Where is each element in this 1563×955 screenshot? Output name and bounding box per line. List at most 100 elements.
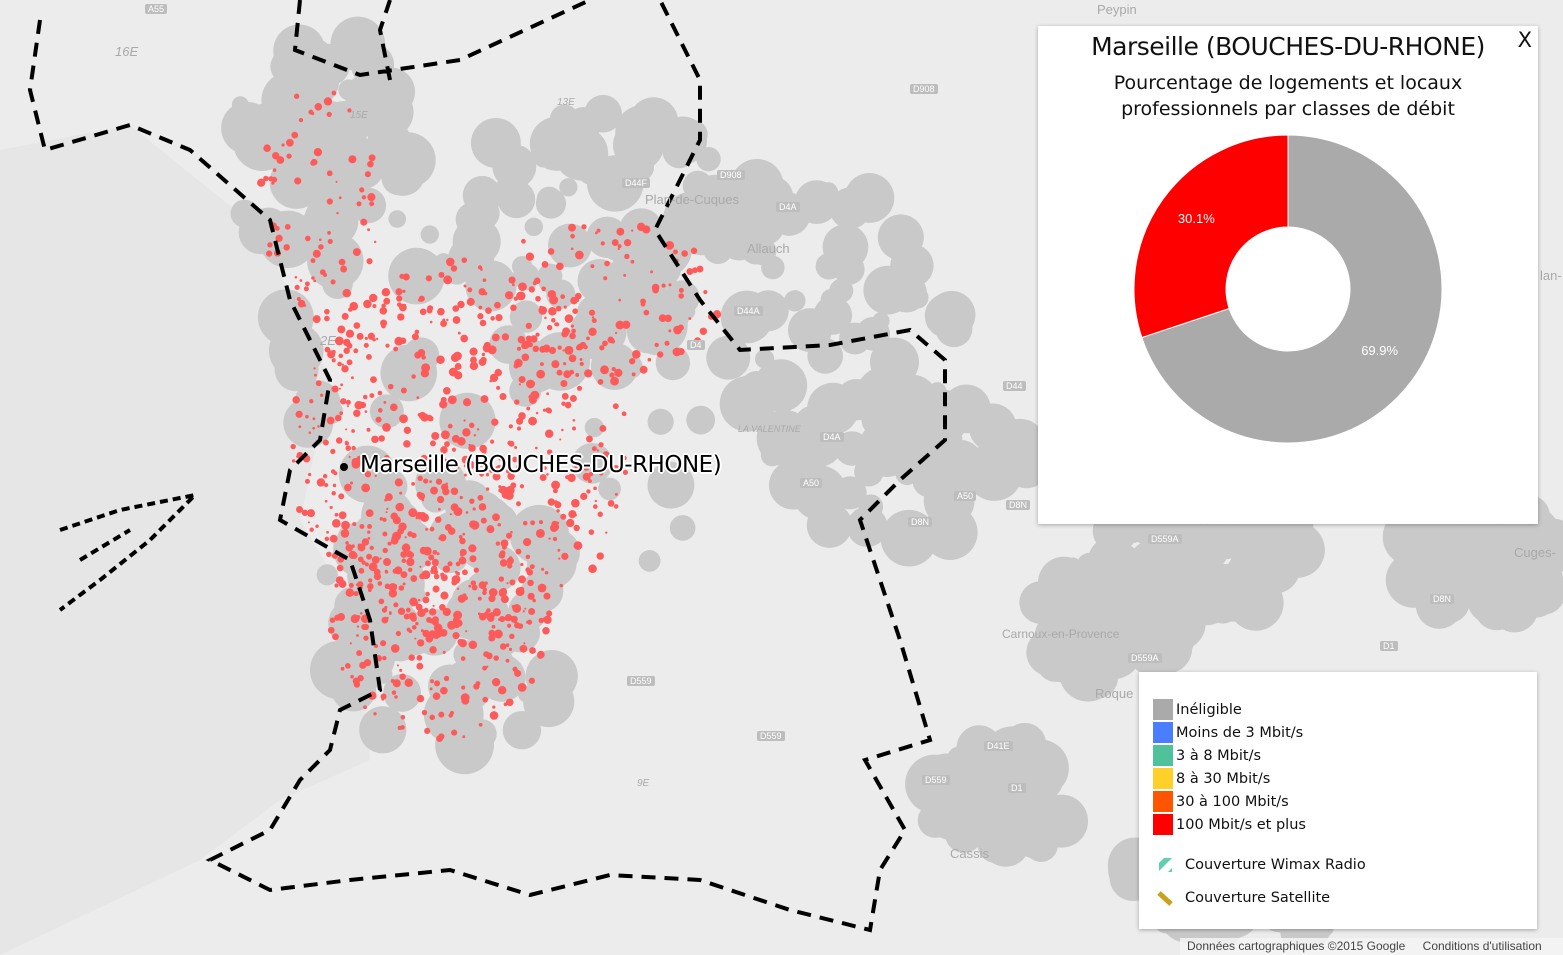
eligible-dot [559,583,563,588]
eligible-dot [335,180,338,183]
eligible-dot [488,595,496,603]
eligible-dot [594,231,598,235]
eligible-dot [456,587,460,590]
road-label: D559A [1148,534,1182,544]
eligible-dot [421,363,431,373]
eligible-dot [345,329,355,338]
eligible-dot [461,257,468,264]
eligible-dot [499,643,507,650]
eligible-dot [338,493,345,500]
eligible-dot [358,567,365,574]
eligible-dot [398,585,405,591]
eligible-dot [568,223,576,232]
eligible-dot [551,318,556,323]
eligible-dot [397,313,405,321]
eligible-dot [668,329,672,333]
eligible-dot [459,495,463,500]
eligible-dot [431,431,440,440]
wimax-hatch-icon [1159,858,1172,872]
eligible-dot [536,369,546,379]
eligible-dot [544,570,549,575]
eligible-dot [430,486,439,495]
eligible-dot [447,395,457,405]
eligible-dot [404,678,413,687]
terms-link[interactable]: Conditions d'utilisation [1422,939,1542,953]
place-label: Plan-de-Cuques [645,192,739,207]
eligible-dot [569,394,577,402]
eligible-dot [331,385,339,393]
eligible-dot [421,709,428,716]
eligible-dot [447,423,453,429]
close-button[interactable]: X [1517,28,1532,52]
eligible-dot [348,155,357,164]
eligible-dot [390,512,399,520]
eligible-dot [340,666,345,671]
eligible-dot [541,260,549,268]
eligible-dot [509,633,515,640]
eligible-dot [470,580,477,586]
eligible-dot [336,211,339,215]
eligible-dot [377,408,383,413]
color-swatch [1153,745,1173,766]
eligible-dot [490,316,495,321]
eligible-dot [586,336,590,341]
eligible-dot [309,399,314,404]
eligible-dot [381,287,391,297]
eligible-dot [367,530,371,534]
eligible-dot [408,654,415,661]
chart-panel: 69.9% 30.1% Marseille (BOUCHES-DU-RHONE) … [1038,26,1538,524]
eligible-dot [390,537,399,545]
eligible-dot [591,316,595,319]
eligible-dot [415,621,419,626]
eligible-dot [356,581,364,588]
road-label: D4 [687,340,705,350]
eligible-dot [588,327,597,336]
eligible-dot [399,303,407,312]
eligible-dot [531,681,534,684]
eligible-dot [432,585,440,593]
eligible-dot [439,629,448,637]
eligible-dot [622,469,629,475]
eligible-dot [485,652,493,660]
eligible-dot [487,614,495,622]
eligible-dot [407,567,413,573]
donut-slice-0[interactable] [1141,134,1443,444]
eligible-dot [307,472,312,477]
eligible-dot [271,181,275,185]
city-marker[interactable] [340,463,348,471]
eligible-dot [532,337,537,342]
eligible-dot [690,247,698,255]
eligible-dot [353,322,361,329]
eligible-dot [614,492,618,496]
eligible-dot [367,536,371,540]
eligible-dot [408,508,418,518]
eligible-dot [518,412,526,420]
commune-label[interactable]: Marseille (BOUCHES-DU-RHONE) [360,452,722,478]
eligible-dot [426,617,432,623]
eligible-dot [491,333,500,342]
road-label: D8N [1430,594,1455,604]
arrondissement-label: 9E [637,778,650,789]
eligible-dot [456,436,466,446]
eligible-dot [486,525,495,534]
eligible-dot [322,439,329,446]
eligible-dot [263,175,269,182]
eligible-dot [326,551,332,558]
eligible-dot [291,131,299,139]
eligible-dot [381,303,386,308]
eligible-dot [505,469,511,474]
eligible-dot [324,346,331,353]
eligible-dot [417,412,422,417]
eligible-dot [518,282,527,292]
place-label: Cassis [950,846,990,861]
eligible-dot [665,240,675,250]
eligible-dot [303,286,309,292]
eligible-dot [522,520,528,526]
road-label: D44A [734,306,763,316]
eligible-dot [436,552,440,556]
eligible-dot [432,604,435,607]
donut-slice-1[interactable] [1133,134,1289,339]
eligible-dot [691,267,698,274]
eligible-dot [400,715,406,720]
eligible-dot [571,426,576,431]
